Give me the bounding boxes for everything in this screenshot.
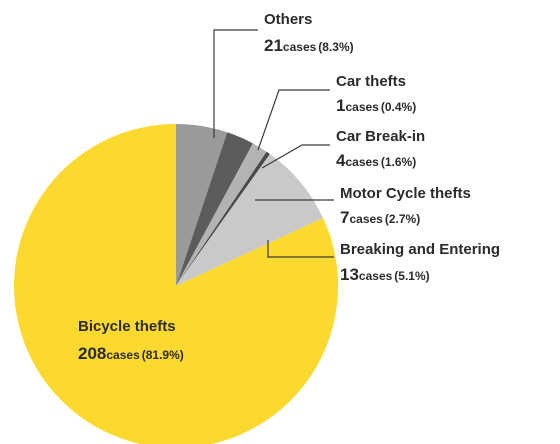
- leader-line-car-thefts: [257, 89, 330, 151]
- pie-slice-motor-cycle-thefts: [176, 132, 253, 286]
- slice-value: 7cases (2.7%): [340, 208, 420, 227]
- slice-name: Breaking and Entering: [340, 241, 500, 258]
- slice-name: Motor Cycle thefts: [340, 185, 471, 202]
- pie-slice-bicycle-thefts: [14, 124, 338, 444]
- slice-name: Car Break-in: [336, 128, 425, 145]
- slice-name: Others: [264, 11, 312, 28]
- pie-slice-car-break-in: [176, 143, 267, 286]
- slice-name: Bicycle thefts: [78, 318, 176, 335]
- pie-slice-breaking-and-entering: [176, 124, 228, 286]
- slice-value: 208cases (81.9%): [78, 344, 184, 363]
- slice-value: 1cases (0.4%): [336, 96, 416, 115]
- pie-slice-car-thefts: [176, 151, 270, 286]
- slice-value: 21cases (8.3%): [264, 36, 354, 55]
- pie-slice-others: [176, 154, 324, 286]
- slice-label-others: Others 21cases (8.3%): [264, 11, 354, 55]
- slice-label-motor-cycle-thefts: Motor Cycle thefts 7cases (2.7%): [340, 185, 471, 227]
- leader-line-breaking-and-entering: [267, 240, 334, 258]
- slice-value: 4cases (1.6%): [336, 151, 416, 170]
- slice-label-car-thefts: Car thefts 1cases (0.4%): [336, 73, 416, 115]
- leader-line-car-break-in: [261, 144, 330, 169]
- slice-label-breaking-and-entering: Breaking and Entering 13cases (5.1%): [340, 241, 500, 284]
- slice-name: Car thefts: [336, 73, 406, 90]
- slice-label-bicycle-thefts: Bicycle thefts 208cases (81.9%): [78, 318, 184, 363]
- slice-value: 13cases (5.1%): [340, 265, 430, 284]
- leader-line-others: [213, 29, 258, 138]
- slice-label-car-break-in: Car Break-in 4cases (1.6%): [336, 128, 425, 170]
